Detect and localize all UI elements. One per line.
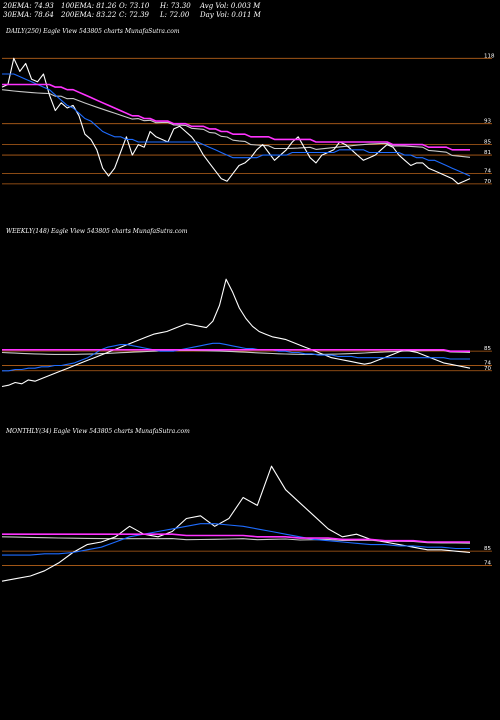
weekly-tick-label: 85 bbox=[484, 346, 491, 352]
daily-tick-label: 118 bbox=[484, 53, 495, 59]
daily-tick-label: 93 bbox=[484, 119, 491, 125]
stats-col-5: Avg Vol: 0.003 M Day Vol: 0.011 M bbox=[200, 2, 261, 20]
ema30-value: 30EMA: 78.64 bbox=[3, 11, 54, 19]
stats-col-1: 20EMA: 74.93 30EMA: 78.64 bbox=[3, 2, 54, 20]
daily-price-line bbox=[1, 57, 471, 185]
daily-long-ema-line bbox=[2, 83, 470, 151]
ema100-value: 100EMA: 81.26 bbox=[61, 2, 117, 10]
monthly-price-line bbox=[1, 465, 471, 582]
close-value: C: 72.39 bbox=[119, 11, 149, 19]
monthly-chart-title: MONTHLY(34) Eagle View 543805 charts Mun… bbox=[6, 428, 190, 435]
low-value: L: 72.00 bbox=[160, 11, 190, 19]
ema20-value: 20EMA: 74.93 bbox=[3, 2, 54, 10]
weekly-mid-ema-line bbox=[1, 349, 471, 355]
weekly-price-line bbox=[1, 278, 471, 388]
monthly-tick-label: 74 bbox=[484, 561, 491, 567]
open-value: O: 73.10 bbox=[119, 2, 150, 10]
day-vol-value: Day Vol: 0.011 M bbox=[200, 11, 261, 19]
weekly-long-ema-line bbox=[2, 348, 470, 353]
daily-mid-ema-line bbox=[1, 89, 471, 158]
ema200-value: 200EMA: 83.22 bbox=[61, 11, 117, 19]
monthly-short-ema-line bbox=[2, 523, 470, 556]
daily-tick-label: 81 bbox=[484, 150, 491, 156]
stats-col-3: O: 73.10 C: 72.39 bbox=[119, 2, 149, 20]
monthly-tick-label: 85 bbox=[484, 546, 491, 552]
daily-chart-title: DAILY(250) Eagle View 543805 charts Muna… bbox=[6, 28, 180, 35]
weekly-chart-title: WEEKLY(148) Eagle View 543805 charts Mun… bbox=[6, 228, 188, 235]
stats-col-4: H: 73.30 L: 72.00 bbox=[160, 2, 191, 20]
avg-vol-value: Avg Vol: 0.003 M bbox=[200, 2, 261, 10]
daily-tick-label: 85 bbox=[484, 140, 491, 146]
daily-short-ema-line bbox=[2, 73, 471, 177]
stats-col-2: 100EMA: 81.26 200EMA: 83.22 bbox=[61, 2, 116, 20]
high-value: H: 73.30 bbox=[160, 2, 191, 10]
daily-tick-label: 74 bbox=[484, 168, 491, 174]
weekly-tick-label: 70 bbox=[484, 366, 491, 372]
weekly-short-ema-line bbox=[2, 342, 470, 372]
daily-tick-label: 70 bbox=[484, 179, 491, 185]
monthly-long-ema-line bbox=[2, 533, 470, 543]
weekly-tick-label: 74 bbox=[484, 361, 491, 367]
